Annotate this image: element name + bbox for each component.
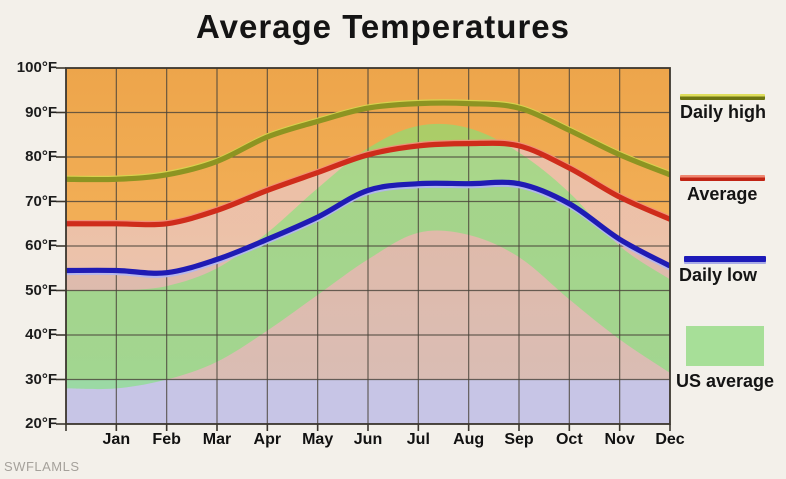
daily-low-legend-label: Daily low bbox=[679, 265, 758, 285]
average-legend-label: Average bbox=[687, 184, 758, 204]
x-axis-label: Mar bbox=[202, 431, 232, 448]
daily-low-highlight bbox=[66, 184, 670, 278]
us-average-legend-label: US average bbox=[676, 371, 775, 391]
y-axis-label: 100°F bbox=[16, 59, 57, 76]
x-axis-label: Sep bbox=[504, 431, 534, 448]
x-axis-label: Jan bbox=[102, 431, 131, 448]
x-axis-label: Dec bbox=[655, 431, 685, 448]
x-axis-label: Aug bbox=[453, 431, 485, 448]
plot-area bbox=[66, 68, 670, 424]
x-axis-label: Jun bbox=[353, 431, 383, 448]
y-axis-label: 80°F bbox=[25, 148, 57, 165]
x-axis-label: Jul bbox=[406, 431, 430, 448]
x-axis-label: Oct bbox=[555, 431, 583, 448]
daily-high-line-swatch bbox=[680, 94, 765, 100]
y-axis-label: 40°F bbox=[25, 326, 57, 343]
y-axis-label: 30°F bbox=[25, 370, 57, 388]
us-average-area-swatch bbox=[686, 326, 764, 366]
y-axis-label: 50°F bbox=[25, 281, 57, 299]
watermark: SWFLAMLS bbox=[4, 459, 80, 474]
y-axis-label: 60°F bbox=[25, 237, 57, 254]
y-axis-label: 20°F bbox=[25, 415, 57, 432]
daily-low-line-swatch bbox=[684, 256, 766, 262]
x-axis-label: May bbox=[302, 431, 334, 448]
x-axis-label: Apr bbox=[253, 431, 282, 448]
average-line-swatch bbox=[680, 175, 765, 181]
x-axis-label: Nov bbox=[604, 431, 635, 448]
daily-high-line bbox=[66, 100, 670, 183]
y-axis-label: 90°F bbox=[25, 103, 57, 121]
average-line bbox=[66, 140, 670, 228]
y-axis-label: 70°F bbox=[25, 192, 57, 210]
daily-high-legend-label: Daily high bbox=[680, 102, 767, 122]
chart-title: Average Temperatures bbox=[196, 8, 570, 45]
daily-low-line bbox=[66, 179, 670, 276]
x-axis-label: Feb bbox=[152, 431, 181, 448]
